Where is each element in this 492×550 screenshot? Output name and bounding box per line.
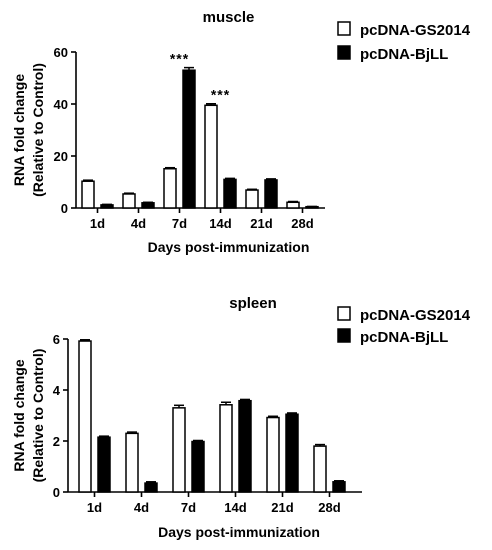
chart-title: muscle: [203, 9, 255, 26]
y-tick-label: 0: [61, 201, 68, 216]
y-tick-label: 40: [54, 97, 68, 112]
legend-swatch: [337, 328, 351, 343]
y-axis-label: RNA fold change: [11, 359, 27, 471]
bar-pcDNA-BjLL-4d: [144, 482, 158, 493]
x-tick-label: 28d: [291, 216, 313, 231]
legend-swatch: [337, 306, 351, 321]
bar-pcDNA-BjLL-14d: [223, 178, 237, 209]
bar-pcDNA-GS2014-21d: [245, 189, 259, 209]
bar-pcDNA-BjLL-21d: [264, 179, 278, 209]
x-tick-label: 7d: [172, 216, 187, 231]
x-tick-label: 14d: [209, 216, 231, 231]
bar-pcDNA-GS2014-14d: [219, 404, 233, 493]
bar-pcDNA-GS2014-7d: [172, 407, 186, 493]
legend-label: pcDNA-BjLL: [360, 46, 448, 63]
x-tick-label: 21d: [271, 500, 293, 515]
bar-pcDNA-BjLL-7d: [191, 440, 205, 493]
bar-pcDNA-BjLL-28d: [332, 481, 346, 493]
bar-pcDNA-BjLL-14d: [238, 399, 252, 493]
y-tick-label: 2: [53, 434, 60, 449]
x-tick-label: 21d: [250, 216, 272, 231]
x-tick-label: 4d: [131, 216, 146, 231]
bar-pcDNA-BjLL-4d: [141, 202, 155, 209]
x-axis-label: Days post-immunization: [148, 239, 310, 255]
bar-pcDNA-GS2014-1d: [78, 340, 92, 493]
bar-pcDNA-GS2014-4d: [125, 432, 139, 493]
bar-pcDNA-GS2014-21d: [266, 416, 280, 493]
bar-pcDNA-GS2014-4d: [122, 193, 136, 209]
legend-swatch: [337, 21, 351, 36]
bar-pcDNA-GS2014-7d: [163, 167, 177, 209]
x-tick-label: 7d: [181, 500, 196, 515]
x-axis-label: Days post-immunization: [158, 524, 320, 540]
legend-label: pcDNA-BjLL: [360, 329, 448, 346]
x-tick-label: 1d: [87, 500, 102, 515]
significance-marker: ***: [211, 87, 230, 103]
y-tick-label: 6: [53, 332, 60, 347]
y-axis-label-line2: (Relative to Control): [30, 349, 46, 483]
y-tick-label: 60: [54, 45, 68, 60]
chart-spleen: spleen 0 2 4 6 RNA fold change (Relative to Co…: [11, 295, 471, 540]
y-tick-label: 4: [53, 383, 61, 398]
x-tick-label: 14d: [224, 500, 246, 515]
x-tick-label: 28d: [318, 500, 340, 515]
bar-pcDNA-GS2014-14d: [204, 104, 218, 209]
bar-pcDNA-GS2014-28d: [313, 445, 327, 493]
legend-swatch: [337, 45, 351, 60]
legend-label: pcDNA-GS2014: [360, 22, 471, 39]
y-tick-label: 0: [53, 485, 60, 500]
x-tick-label: 1d: [90, 216, 105, 231]
x-tick-label: 4d: [134, 500, 149, 515]
bar-pcDNA-BjLL-7d: [182, 69, 196, 209]
bar-pcDNA-BjLL-1d: [97, 436, 111, 493]
chart-title: spleen: [229, 295, 277, 312]
legend-label: pcDNA-GS2014: [360, 307, 471, 324]
bar-pcDNA-GS2014-1d: [81, 180, 95, 209]
bar-pcDNA-BjLL-21d: [285, 413, 299, 493]
bar-pcDNA-BjLL-1d: [100, 204, 114, 209]
significance-marker: ***: [170, 51, 189, 67]
y-axis-label-line2: (Relative to Control): [30, 63, 46, 197]
y-axis-label: RNA fold change: [11, 74, 27, 186]
chart-muscle: muscle 0 20 40 60 RNA fold change (Relative to…: [11, 9, 471, 255]
y-tick-label: 20: [54, 149, 68, 164]
bar-pcDNA-GS2014-28d: [286, 201, 300, 209]
